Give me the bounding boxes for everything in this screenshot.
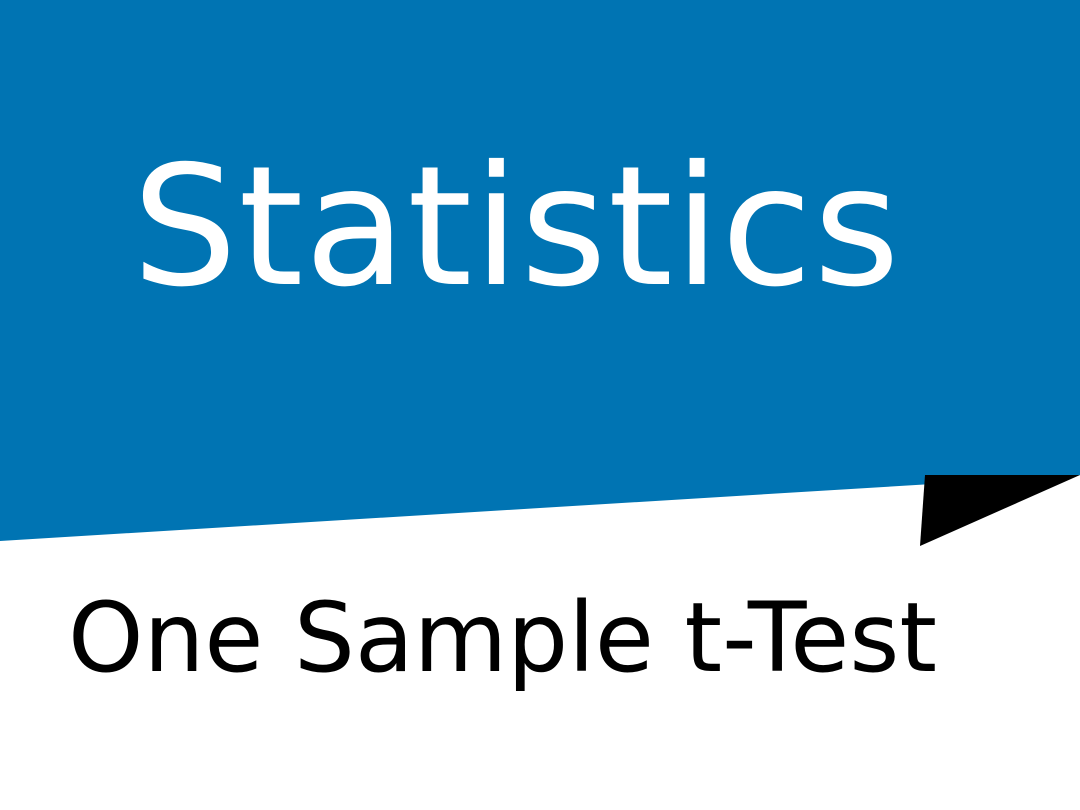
blue-banner — [0, 0, 1080, 541]
subtitle: One Sample t-Test — [68, 582, 937, 694]
folded-ribbon-corner — [920, 475, 1080, 546]
main-title: Statistics — [132, 131, 901, 324]
